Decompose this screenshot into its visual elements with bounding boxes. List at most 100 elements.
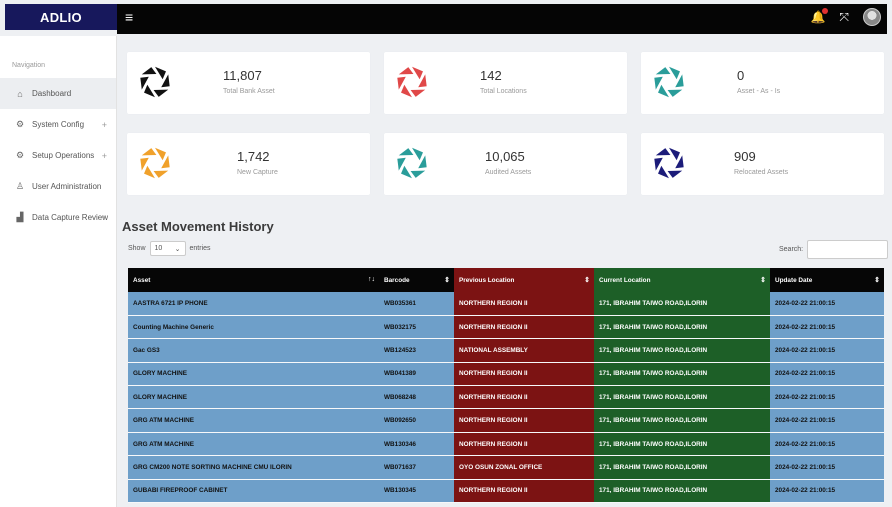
header-label: Barcode <box>384 276 410 284</box>
ring-segment <box>410 170 426 178</box>
section-title: Asset Movement History <box>122 219 274 234</box>
ring-segment <box>412 147 423 161</box>
ring-segment <box>141 148 157 156</box>
stat-card-asset-as-is[interactable]: 0 Asset - As - Is <box>641 52 884 114</box>
sidebar-item-system-config[interactable]: ⚙ System Config + <box>0 109 116 140</box>
stat-value: 142 <box>480 68 502 83</box>
table-row[interactable]: Gac GS3 WB124523 NATIONAL ASSEMBLY 171, IBR… <box>128 338 884 363</box>
ring-segment <box>398 148 414 156</box>
sidebar-item-dashboard[interactable]: ⌂ Dashboard <box>0 78 116 109</box>
ring-segment <box>675 155 684 169</box>
ring-segment <box>655 148 671 156</box>
table-row[interactable]: GLORY MACHINE WB041389 NORTHERN REGION II 1… <box>128 362 884 387</box>
stat-value: 11,807 <box>223 68 262 83</box>
sort-icon[interactable]: ⇕ <box>584 277 590 284</box>
sidebar-item-setup-operations[interactable]: ⚙ Setup Operations + <box>0 140 116 171</box>
table-row[interactable]: GLORY MACHINE WB068248 NORTHERN REGION II 1… <box>128 385 884 410</box>
entries-select[interactable]: 10 ⌄ <box>149 241 186 256</box>
ring-segment <box>141 67 157 75</box>
previous-location-cell: NORTHERN REGION II <box>454 408 594 433</box>
sort-icon[interactable]: ⇕ <box>874 277 880 284</box>
sidebar-item-user-administration[interactable]: ♙ User Administration <box>0 171 116 202</box>
asset-ring-icon <box>140 66 170 98</box>
stat-card-audited-assets[interactable]: 10,065 Audited Assets <box>384 133 627 195</box>
update-date-cell: 2024-02-22 21:00:15 <box>770 338 884 363</box>
stat-value: 0 <box>737 68 745 83</box>
bell-glyph: 🔔 <box>810 10 826 24</box>
top-bar: ADLIO ≡ 🔔 ⤧ <box>0 0 892 36</box>
sort-icon[interactable]: ⇕ <box>760 277 766 284</box>
sidebar-item-label: User Administration <box>32 182 102 191</box>
current-location-cell: 171, IBRAHIM TAIWO ROAD,ILORIN <box>594 338 770 363</box>
sidebar-item-data-capture-review[interactable]: ▟ Data Capture Review + <box>0 202 116 233</box>
update-date-cell: 2024-02-22 21:00:15 <box>770 432 884 457</box>
table-row[interactable]: GRG ATM MACHINE WB130346 NORTHERN REGION I… <box>128 432 884 457</box>
brand-logo[interactable]: ADLIO <box>5 4 117 30</box>
home-icon: ⌂ <box>17 88 23 99</box>
table-row[interactable]: AASTRA 6721 IP PHONE WB035361 NORTHERN REG… <box>128 292 884 316</box>
expand-plus-icon[interactable]: + <box>101 119 107 130</box>
ring-segment <box>161 155 170 169</box>
expand-plus-icon[interactable]: + <box>101 150 107 161</box>
gear-icon: ⚙ <box>15 119 25 129</box>
fullscreen-icon[interactable]: ⤧ <box>839 9 849 24</box>
asset-ring-icon <box>654 66 684 98</box>
sort-icon[interactable]: ⇕ <box>444 277 450 284</box>
asset-cell: GLORY MACHINE <box>128 362 379 387</box>
column-header-asset[interactable]: Asset ↑↓ <box>128 268 379 292</box>
column-header-current-location[interactable]: Current Location ⇕ <box>594 268 770 292</box>
barcode-cell: WB124523 <box>379 338 454 363</box>
update-date-cell: 2024-02-22 21:00:15 <box>770 385 884 410</box>
ring-segment <box>397 157 406 171</box>
current-location-cell: 171, IBRAHIM TAIWO ROAD,ILORIN <box>594 362 770 387</box>
stat-card-total-bank-asset[interactable]: 11,807 Total Bank Asset <box>127 52 370 114</box>
asset-ring-icon <box>397 147 427 179</box>
ring-segment <box>155 66 166 80</box>
column-header-update-date[interactable]: Update Date ⇕ <box>770 268 884 292</box>
current-location-cell: 171, IBRAHIM TAIWO ROAD,ILORIN <box>594 455 770 480</box>
column-header-previous-location[interactable]: Previous Location ⇕ <box>454 268 594 292</box>
stat-value: 10,065 <box>485 149 525 164</box>
stat-card-total-locations[interactable]: 142 Total Locations <box>384 52 627 114</box>
barcode-cell: WB130345 <box>379 479 454 504</box>
user-icon: ♙ <box>15 181 25 191</box>
ring-segment <box>669 66 680 80</box>
barcode-cell: WB032175 <box>379 315 454 340</box>
menu-icon[interactable]: ≡ <box>125 9 134 25</box>
ring-segment <box>418 155 427 169</box>
ring-segment <box>161 74 170 88</box>
ring-segment <box>655 67 671 75</box>
ring-segment <box>654 76 663 90</box>
column-header-barcode[interactable]: Barcode ⇕ <box>379 268 454 292</box>
asset-ring-icon <box>397 66 427 98</box>
table-row[interactable]: GRG CM200 NOTE SORTING MACHINE CMU ILORI… <box>128 455 884 480</box>
sidebar-item-label: Dashboard <box>32 89 72 98</box>
barcode-cell: WB130346 <box>379 432 454 457</box>
sidebar-item-label: Data Capture Review <box>32 213 109 222</box>
current-location-cell: 171, IBRAHIM TAIWO ROAD,ILORIN <box>594 315 770 340</box>
header-label: Update Date <box>775 276 813 284</box>
sort-icon[interactable]: ↑↓ <box>368 276 375 283</box>
stat-card-relocated-assets[interactable]: 909 Relocated Assets <box>641 133 884 195</box>
notification-bell-icon[interactable]: 🔔 <box>810 8 829 24</box>
ring-segment <box>654 157 663 171</box>
asset-cell: GRG ATM MACHINE <box>128 432 379 457</box>
sidebar-item-label: System Config <box>32 120 85 129</box>
stat-label: Asset - As - Is <box>737 88 781 95</box>
expand-plus-icon[interactable]: + <box>100 212 106 223</box>
user-avatar[interactable] <box>863 8 881 26</box>
stat-value: 909 <box>734 149 756 164</box>
table-row[interactable]: GRG ATM MACHINE WB092650 NORTHERN REGION I… <box>128 408 884 433</box>
stat-label: Relocated Assets <box>734 169 789 176</box>
update-date-cell: 2024-02-22 21:00:15 <box>770 408 884 433</box>
gear-icon: ⚙ <box>15 150 25 160</box>
barcode-cell: WB035361 <box>379 292 454 316</box>
stat-card-new-capture[interactable]: 1,742 New Capture <box>127 133 370 195</box>
update-date-cell: 2024-02-22 21:00:15 <box>770 455 884 480</box>
header-bar: ≡ 🔔 ⤧ <box>117 4 887 34</box>
current-location-cell: 171, IBRAHIM TAIWO ROAD,ILORIN <box>594 479 770 504</box>
table-row[interactable]: GUBABI FIREPROOF CABINET WB130345 NORTHERN… <box>128 479 884 504</box>
table-row[interactable]: Counting Machine Generic WB032175 NORTHERN… <box>128 315 884 340</box>
search-input[interactable] <box>807 240 889 259</box>
ring-segment <box>401 84 412 98</box>
